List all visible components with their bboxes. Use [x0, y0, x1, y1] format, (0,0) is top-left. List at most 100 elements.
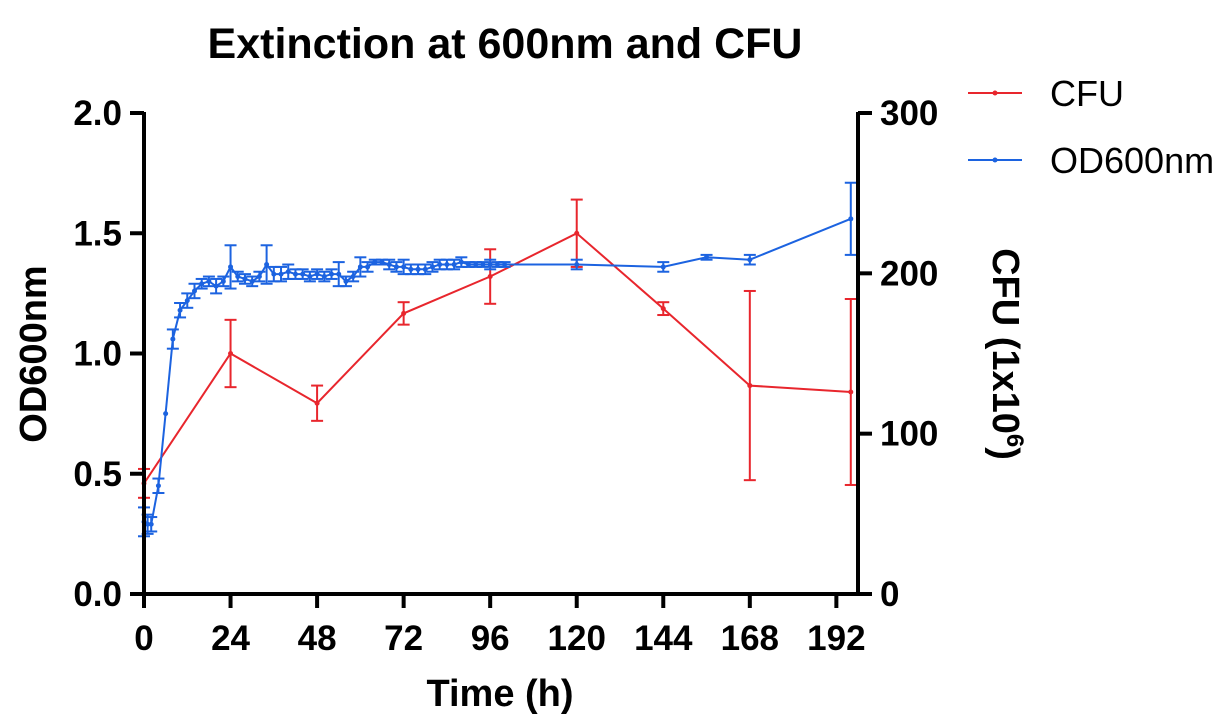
data-point-od600nm: [321, 274, 327, 280]
data-point-od600nm: [357, 264, 363, 270]
chart-title: Extinction at 600nm and CFU: [208, 20, 803, 68]
data-point-od600nm: [422, 266, 428, 272]
data-point-od600nm: [660, 264, 666, 270]
y-right-tick-label: 0: [880, 575, 899, 614]
x-tick-label: 120: [548, 619, 606, 658]
data-point-od600nm: [285, 269, 291, 275]
y-left-tick-label: 1.0: [73, 335, 122, 374]
axes: 0 24 48 72 96 120 144 168 192 0.0 0.5 1.0 1.5 2.0 0 100…: [73, 94, 938, 658]
data-point-cfu: [660, 306, 666, 312]
data-point-od600nm: [329, 271, 335, 277]
data-point-od600nm: [502, 262, 508, 268]
data-point-od600nm: [235, 274, 241, 280]
data-point-od600nm: [184, 298, 190, 304]
y-axis-right-label-base: CFU (1x10: [984, 248, 1026, 434]
data-point-od600nm: [480, 262, 486, 268]
data-point-od600nm: [494, 262, 500, 268]
series-line-cfu: [143, 232, 851, 484]
series-cfu: [138, 198, 857, 499]
data-point-od600nm: [163, 411, 169, 417]
data-point-od600nm: [408, 266, 414, 272]
data-point-od600nm: [350, 274, 356, 280]
data-point-od600nm: [386, 262, 392, 268]
y-axis-right-label: CFU (1x106): [984, 248, 1028, 460]
y-axis-left-label: OD600nm: [13, 265, 55, 442]
data-point-od600nm: [155, 483, 161, 489]
data-point-od600nm: [177, 307, 183, 313]
x-tick-label: 192: [807, 619, 865, 658]
data-point-od600nm: [249, 278, 255, 284]
x-tick-label: 168: [721, 619, 779, 658]
data-point-od600nm: [415, 266, 421, 272]
data-point-od600nm: [444, 262, 450, 268]
data-point-od600nm: [429, 264, 435, 270]
data-point-od600nm: [278, 271, 284, 277]
legend-label-cfu: CFU: [1050, 73, 1124, 114]
data-point-cfu: [401, 310, 407, 316]
y-left-tick-label: 0.5: [73, 455, 122, 494]
data-point-od600nm: [704, 254, 710, 260]
y-right-tick-label: 100: [880, 415, 938, 454]
data-point-od600nm: [145, 521, 151, 527]
legend-marker-cfu: [992, 90, 998, 96]
x-axis-label: Time (h): [426, 673, 573, 715]
y-right-tick-label: 300: [880, 94, 938, 133]
data-point-od600nm: [264, 262, 270, 268]
y-axis-right-label-close: ): [984, 447, 1026, 460]
x-tick-label: 96: [471, 619, 510, 658]
y-left-tick-label: 1.5: [73, 214, 122, 253]
data-point-od600nm: [314, 271, 320, 277]
data-point-cfu: [228, 351, 234, 356]
data-point-od600nm: [343, 278, 349, 284]
data-point-od600nm: [437, 262, 443, 268]
data-point-od600nm: [574, 262, 580, 268]
data-point-cfu: [747, 383, 753, 389]
data-point-od600nm: [307, 274, 313, 280]
data-point-od600nm: [148, 521, 154, 527]
data-point-cfu: [314, 400, 320, 406]
data-point-od600nm: [365, 264, 371, 270]
data-point-od600nm: [292, 271, 298, 277]
data-point-od600nm: [458, 259, 464, 265]
data-point-od600nm: [372, 259, 378, 265]
data-point-od600nm: [393, 264, 399, 270]
y-right-tick-label: 200: [880, 254, 938, 293]
data-point-od600nm: [191, 288, 197, 294]
data-point-od600nm: [466, 262, 472, 268]
y-left-tick-label: 2.0: [73, 94, 122, 133]
data-point-od600nm: [747, 257, 753, 263]
legend-marker-od600nm: [992, 157, 998, 163]
data-point-od600nm: [220, 278, 226, 284]
y-left-tick-label: 0.0: [73, 575, 122, 614]
data-point-od600nm: [213, 283, 219, 289]
x-tick-label: 48: [298, 619, 337, 658]
data-point-od600nm: [473, 262, 479, 268]
data-point-od600nm: [401, 264, 407, 270]
data-point-od600nm: [451, 262, 457, 268]
x-tick-label: 24: [211, 619, 250, 658]
data-point-od600nm: [199, 281, 205, 287]
data-point-od600nm: [487, 262, 493, 268]
data-point-cfu: [848, 389, 854, 395]
data-point-od600nm: [848, 216, 854, 222]
data-point-od600nm: [206, 278, 212, 284]
x-tick-label: 72: [384, 619, 423, 658]
legend-label-od600nm: OD600nm: [1050, 140, 1214, 181]
x-tick-label: 144: [634, 619, 693, 658]
plot-area: [138, 181, 857, 538]
y-axis-right-label-exponent: 6: [1001, 434, 1028, 447]
data-point-od600nm: [336, 271, 342, 277]
data-point-od600nm: [242, 276, 248, 282]
data-point-od600nm: [300, 271, 306, 277]
data-point-od600nm: [271, 271, 277, 277]
series-od600nm: [138, 181, 857, 538]
data-point-od600nm: [256, 274, 262, 280]
data-point-od600nm: [228, 264, 234, 270]
data-point-od600nm: [379, 259, 385, 265]
data-point-cfu: [487, 274, 493, 280]
data-point-od600nm: [170, 336, 176, 342]
legend: CFU OD600nm: [968, 73, 1214, 181]
x-tick-label: 0: [134, 619, 153, 658]
data-point-cfu: [574, 230, 580, 236]
